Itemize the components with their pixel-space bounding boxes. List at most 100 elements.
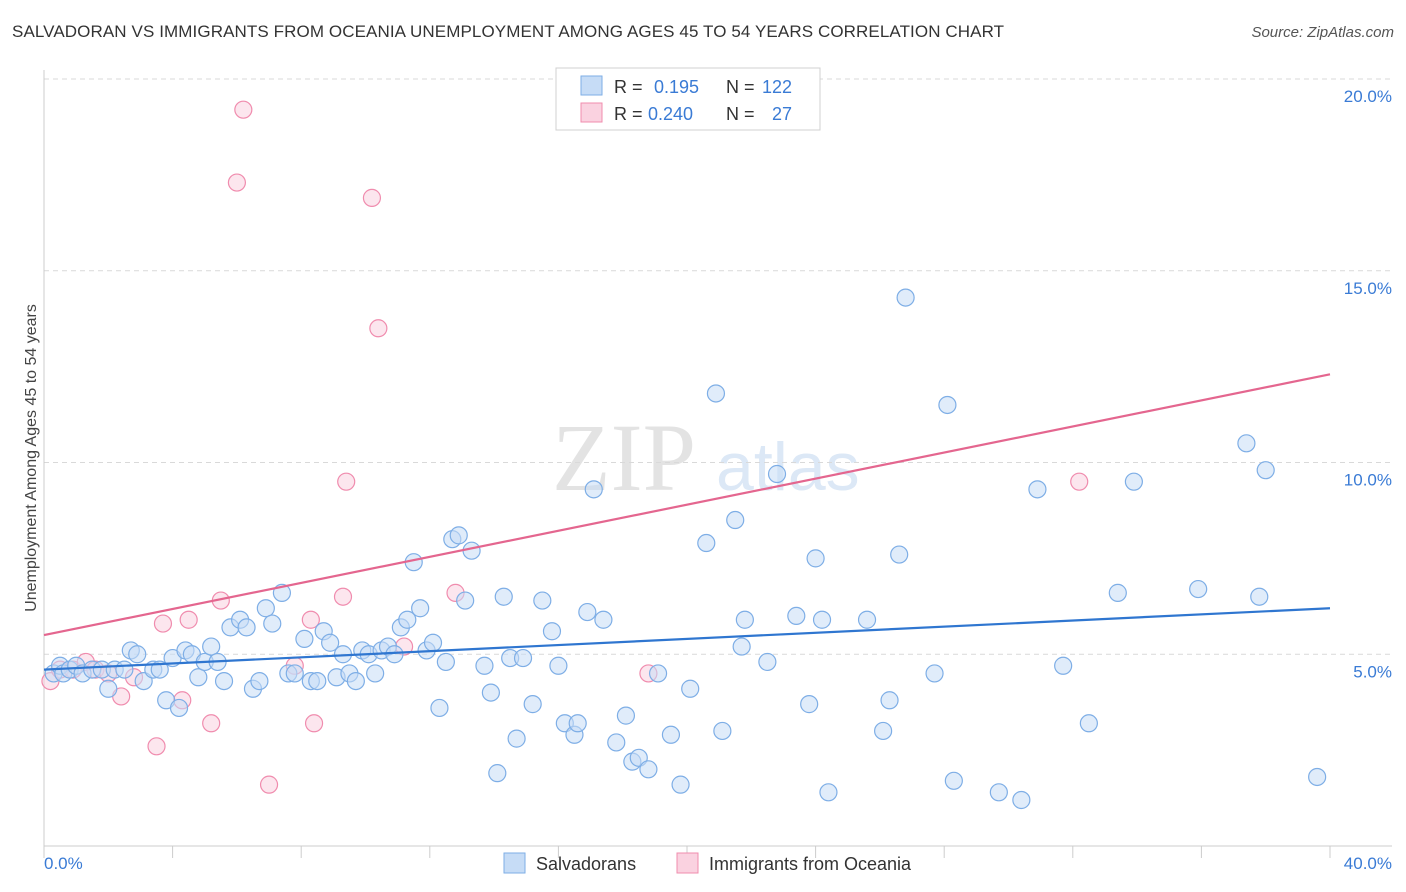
salvadoran-point: [880, 691, 899, 710]
salvadoran-point: [263, 614, 282, 633]
correlation-legend: R = 0.195 N = 122 R = 0.240 N = 27: [555, 67, 821, 131]
y-tick-label: 5.0%: [1353, 662, 1392, 681]
salvadoran-point: [1237, 434, 1256, 453]
salvadoran-point: [1079, 714, 1098, 733]
salvadoran-point: [99, 679, 118, 698]
salvadoran-point: [568, 714, 587, 733]
oceania-point: [147, 737, 166, 756]
bottom-legend-label-salvadorans: Salvadorans: [536, 854, 636, 874]
salvadoran-point: [706, 384, 726, 403]
y-tick-label: 10.0%: [1344, 471, 1392, 490]
series-salvadorans-points: [44, 288, 1327, 810]
trend-lines: [43, 373, 1331, 671]
salvadoran-point: [584, 480, 603, 499]
salvadoran-point: [1124, 472, 1143, 491]
salvadoran-point: [697, 533, 716, 553]
chart-title: SALVADORAN VS IMMIGRANTS FROM OCEANIA UN…: [12, 22, 1005, 41]
legend-swatch-salvadorans: [580, 75, 603, 96]
salvadoran-point: [449, 526, 468, 545]
salvadoran-point: [513, 648, 533, 668]
salvadoran-point: [857, 610, 877, 629]
y-axis-label: Unemployment Among Ages 45 to 54 years: [23, 304, 40, 612]
legend-r-value-1: 0.195: [654, 77, 699, 97]
oceania-point: [234, 100, 253, 119]
salvadoran-point: [874, 721, 893, 741]
oceania-point: [304, 714, 324, 733]
salvadoran-point: [607, 733, 626, 752]
salvadoran-point: [989, 783, 1008, 802]
salvadoran-point: [1054, 656, 1073, 675]
salvadoran-point: [767, 464, 787, 484]
salvadoran-point: [758, 652, 777, 672]
salvadoran-point: [925, 664, 944, 683]
salvadoran-point: [735, 610, 754, 629]
legend-n-value-1: 122: [762, 77, 792, 97]
salvadoran-point: [726, 510, 745, 530]
salvadoran-point: [250, 671, 269, 691]
legend-n-label-1: N =: [726, 77, 755, 97]
salvadoran-point: [256, 599, 275, 618]
salvadoran-point: [639, 760, 658, 779]
oceania-point: [179, 610, 198, 629]
x-tick-marks: [43, 846, 1331, 858]
salvadoran-point: [713, 721, 732, 741]
salvadoran-point: [456, 591, 475, 610]
salvadoran-point: [542, 622, 562, 641]
salvadoran-point: [411, 599, 430, 618]
salvadoran-point: [475, 656, 494, 675]
salvadoran-point: [214, 671, 234, 691]
oceania-point: [202, 714, 221, 733]
oceania-trend-line: [43, 373, 1331, 637]
salvadoran-point: [1028, 480, 1047, 499]
salvadoran-point: [295, 629, 314, 649]
watermark-atlas: atlas: [716, 429, 860, 505]
salvadoran-point: [423, 633, 443, 652]
salvadoran-point: [1250, 587, 1269, 606]
salvadoran-point: [430, 698, 449, 718]
salvadoran-point: [800, 695, 819, 714]
oceania-point: [362, 188, 382, 207]
oceania-point: [369, 319, 388, 338]
bottom-legend-swatch-oceania: [676, 852, 699, 874]
salvadoran-point: [681, 679, 700, 698]
salvadoran-point: [1108, 583, 1127, 602]
oceania-point: [301, 610, 320, 629]
salvadoran-point: [533, 591, 552, 610]
salvadoran-point: [938, 395, 957, 415]
salvadoran-point: [1189, 579, 1208, 599]
salvadoran-trend-line: [43, 607, 1331, 671]
salvadoran-point: [237, 618, 256, 637]
salvadoran-point: [812, 610, 832, 629]
bottom-legend-label-oceania: Immigrants from Oceania: [709, 854, 912, 874]
salvadoran-point: [523, 695, 542, 714]
legend-swatch-oceania: [580, 102, 603, 123]
x-tick-label-min: 0.0%: [44, 854, 83, 873]
salvadoran-point: [507, 729, 526, 748]
bottom-legend-swatch-salvadorans: [503, 852, 526, 874]
salvadoran-point: [321, 633, 340, 652]
legend-n-label-2: N =: [726, 104, 755, 124]
salvadoran-point: [549, 656, 568, 675]
salvadoran-point: [1308, 767, 1327, 787]
legend-r-label-2: R =: [614, 104, 643, 124]
oceania-point: [259, 775, 279, 794]
watermark-zip: ZIP: [552, 404, 696, 511]
salvadoran-point: [115, 660, 134, 679]
oceania-point: [333, 587, 353, 606]
legend-n-value-2: 27: [772, 104, 792, 124]
gridlines: [44, 78, 1392, 655]
salvadoran-point: [661, 725, 681, 744]
salvadoran-point: [896, 288, 915, 307]
salvadoran-point: [594, 610, 613, 629]
salvadoran-point: [308, 671, 327, 691]
oceania-point: [1070, 472, 1089, 491]
salvadoran-point: [169, 698, 189, 718]
salvadoran-point: [944, 771, 963, 790]
salvadoran-point: [732, 637, 751, 656]
salvadoran-point: [481, 683, 500, 702]
salvadoran-point: [346, 671, 365, 691]
salvadoran-point: [189, 668, 208, 687]
oceania-point: [337, 472, 356, 491]
series-legend: Salvadorans Immigrants from Oceania: [503, 852, 912, 874]
